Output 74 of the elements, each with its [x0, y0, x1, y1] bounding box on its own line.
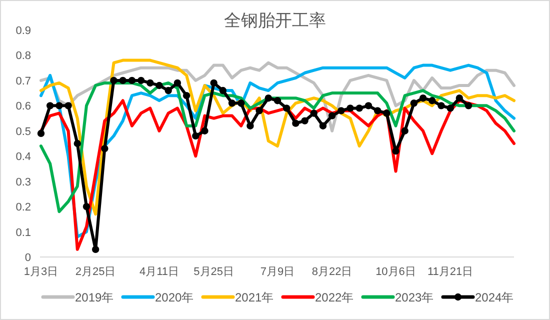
y-tick-label: 0.2 — [16, 202, 31, 214]
point — [401, 127, 408, 134]
point — [301, 117, 308, 124]
point — [46, 102, 54, 110]
point — [137, 76, 145, 84]
x-tick-label: 7月9日 — [260, 266, 295, 278]
point — [228, 100, 236, 107]
point — [392, 147, 400, 155]
legend-label: 2024年 — [475, 290, 514, 304]
chart-title: 全钢胎开工率 — [224, 11, 326, 30]
legend-label: 2022年 — [315, 290, 354, 304]
x-tick-label: 1月3日 — [24, 266, 58, 278]
y-tick-label: 0 — [24, 252, 31, 264]
y-tick-label: 0.4 — [16, 151, 31, 164]
x-tick-label: 5月25日 — [194, 266, 234, 278]
point — [346, 104, 354, 112]
point — [64, 102, 72, 110]
point — [419, 94, 427, 102]
point — [274, 97, 282, 104]
point — [319, 122, 327, 130]
point — [256, 107, 263, 114]
point — [82, 202, 90, 210]
point — [328, 112, 336, 120]
point — [74, 140, 81, 148]
y-tick-label: 0.6 — [16, 100, 31, 113]
point — [37, 130, 45, 138]
point — [156, 82, 163, 90]
point — [182, 92, 190, 100]
point — [56, 102, 63, 110]
legend-label: 2019年 — [75, 290, 114, 304]
point — [101, 144, 108, 152]
x-tick-label: 10月6日 — [376, 266, 416, 278]
point — [246, 122, 254, 130]
point — [428, 97, 436, 104]
point — [264, 94, 272, 102]
y-tick-label: 0.9 — [16, 25, 31, 37]
point — [374, 107, 382, 114]
x-tick-label: 2月25日 — [75, 266, 116, 278]
point — [201, 127, 208, 134]
point — [410, 100, 418, 107]
point — [282, 104, 290, 112]
y-tick-label: 0.8 — [16, 50, 31, 62]
point — [210, 79, 218, 87]
point — [456, 94, 464, 102]
point — [119, 76, 126, 84]
point — [110, 76, 118, 84]
point — [174, 79, 182, 87]
y-tick-label: 0.3 — [16, 176, 31, 188]
x-tick-label: 8月22日 — [312, 266, 352, 278]
x-tick-label: 11月21日 — [428, 266, 474, 278]
y-tick-label: 0.7 — [16, 75, 31, 88]
legend-label: 2021年 — [235, 290, 274, 304]
point — [338, 107, 345, 114]
point — [238, 100, 245, 107]
y-tick-label: 0.5 — [16, 126, 31, 138]
line-series — [40, 58, 516, 216]
point — [356, 104, 363, 112]
point — [128, 76, 136, 84]
point — [310, 110, 318, 117]
point — [192, 132, 200, 140]
x-tick-label: 4月11日 — [139, 266, 180, 278]
point — [438, 102, 445, 110]
y-tick-label: 0.1 — [16, 226, 31, 239]
point — [364, 102, 372, 110]
point — [446, 104, 454, 112]
point — [219, 86, 227, 94]
point — [92, 246, 100, 254]
point — [146, 79, 154, 87]
legend-label: 2020年 — [155, 290, 194, 304]
point — [164, 86, 172, 94]
point — [292, 120, 300, 127]
legend-label: 2023年 — [395, 290, 434, 304]
point — [464, 102, 472, 110]
point — [383, 110, 390, 117]
